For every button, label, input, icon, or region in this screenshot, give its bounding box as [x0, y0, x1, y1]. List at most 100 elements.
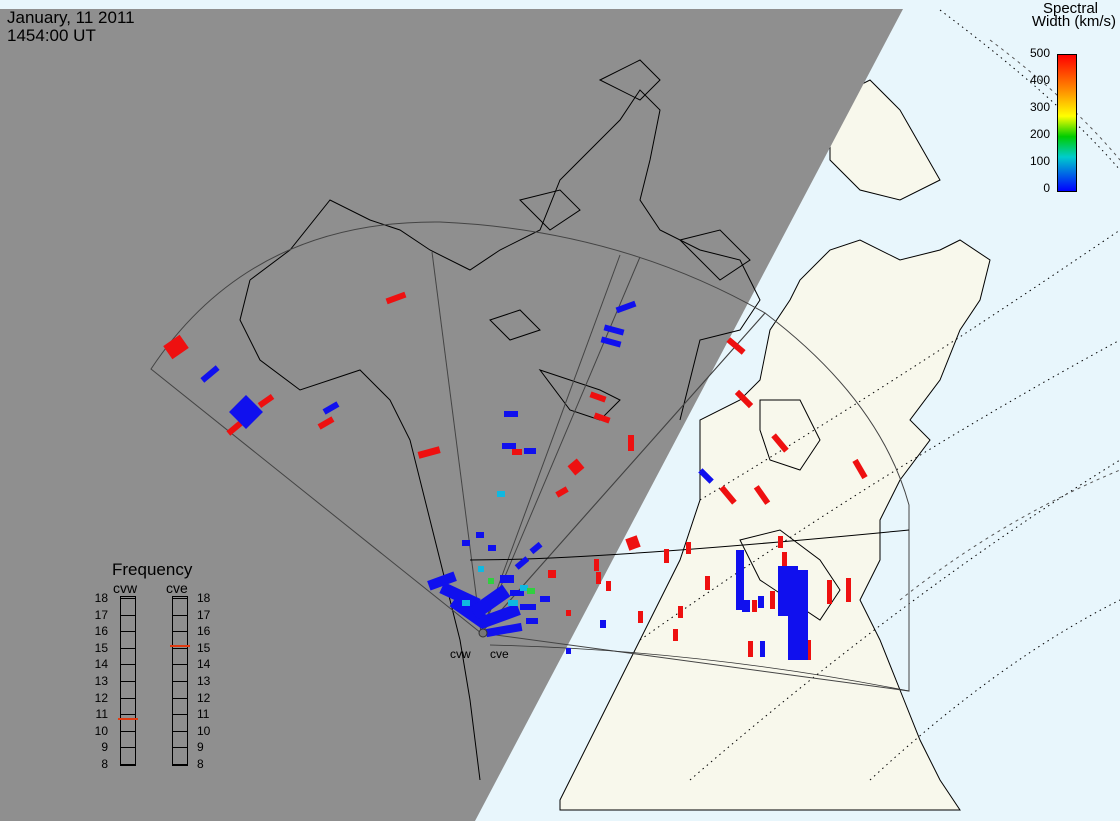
echo-cell [317, 416, 335, 430]
echo-cell [705, 576, 710, 590]
spectral-width-colorbar [1057, 54, 1077, 192]
ladder-rung [172, 631, 188, 633]
echo-cell [827, 580, 832, 604]
echo-cell [567, 458, 585, 476]
echo-cell [625, 535, 641, 551]
latitude-grid-day [899, 39, 1120, 601]
echo-cell [540, 596, 550, 602]
echo-cell [594, 559, 599, 571]
time-label: 1454:00 UT [7, 26, 96, 45]
echo-cell [500, 575, 514, 583]
echo-cell [771, 433, 789, 453]
map-radar-label-cvw: cvw [450, 647, 471, 661]
freq-scale-label-cve-17: 17 [197, 607, 211, 622]
echo-cell [439, 582, 481, 610]
freq-scale-label-cve-18: 18 [197, 591, 211, 605]
echo-cell [760, 641, 765, 657]
freq-scale-label-cve-14: 14 [197, 657, 211, 672]
echo-cell [524, 448, 536, 454]
echo-cell [846, 578, 851, 602]
freq-scale-label-cve-15: 15 [197, 640, 211, 655]
ladder-rung [120, 697, 136, 699]
echo-cell [606, 581, 611, 591]
echo-cell [527, 588, 535, 594]
map-radar-label-cve: cve [490, 647, 509, 661]
ladder-rung [120, 631, 136, 633]
freq-scale-label-cvw-15: 15 [94, 640, 108, 655]
echo-cell [427, 571, 457, 591]
echo-cell [736, 550, 744, 610]
ladder-rung [172, 747, 188, 749]
echo-cell [417, 446, 441, 459]
freq-scale-label-cvw-13: 13 [94, 674, 108, 688]
radar-fov [150, 221, 910, 692]
echo-cell [510, 590, 524, 596]
freq-scale-label-cvw-16: 16 [94, 624, 108, 639]
ladder-rung [120, 664, 136, 666]
echo-cell [593, 412, 611, 424]
radar-baseline [469, 529, 910, 561]
freq-scale-label-cvw-11: 11 [95, 707, 108, 722]
echo-cell [615, 300, 637, 314]
ladder-rung [120, 730, 136, 732]
echo-cell [673, 629, 678, 641]
echo-cluster-green [488, 578, 535, 594]
echo-cluster-cyan [462, 491, 528, 606]
colorbar-title-line1: Spectral [1042, 0, 1098, 17]
date-label: January, 11 2011 [7, 8, 135, 27]
echo-cell [385, 291, 407, 305]
echo-cell [782, 552, 787, 566]
ladder-rung [120, 614, 136, 616]
freq-scale-label-cvw-9: 9 [101, 740, 108, 755]
echo-cell [600, 336, 622, 348]
colorbar-tick-400: 400 [1029, 73, 1050, 87]
ladder-rung [120, 647, 136, 649]
ladder-rung [120, 714, 136, 716]
echo-cell [753, 485, 771, 505]
freq-scale-label-cve-9: 9 [197, 740, 204, 755]
freq-scale-label-cve-13: 13 [197, 674, 211, 688]
echo-cell [548, 570, 556, 578]
echo-cell [555, 486, 569, 498]
ladder-rung [172, 647, 188, 649]
echo-cell [770, 591, 775, 609]
echo-cell [449, 594, 491, 630]
ladder-rung [172, 614, 188, 616]
echo-cell [229, 395, 263, 429]
freq-scale-label-cve-12: 12 [197, 690, 211, 705]
echo-cell [488, 578, 494, 584]
colorbar-title-line2: Width (km/s) [1031, 13, 1116, 30]
freq-scale-label-cve-10: 10 [197, 723, 211, 738]
echo-cell [788, 570, 808, 660]
freq-scale-label-cvw-12: 12 [94, 690, 108, 705]
echo-cell [698, 468, 714, 484]
echo-cell [566, 610, 571, 616]
echo-cell [163, 334, 189, 360]
echo-cell [508, 600, 518, 606]
echo-cell [686, 542, 691, 554]
echo-cell [748, 641, 753, 657]
echo-cell [476, 532, 484, 538]
freq-radar-code-cve: cve [166, 580, 188, 596]
echo-cell [512, 449, 522, 455]
echo-cell [664, 549, 669, 563]
echo-cell [726, 337, 746, 355]
echo-cell [462, 540, 470, 546]
frequency-marker-cve [170, 645, 190, 648]
echo-cell [526, 618, 538, 624]
echo-cell [322, 401, 340, 415]
freq-radar-code-cvw: cvw [113, 580, 138, 596]
echo-cell [497, 491, 505, 497]
ladder-rung [172, 714, 188, 716]
echo-cell [566, 648, 571, 654]
ladder-rung [120, 764, 136, 765]
echo-cell [719, 485, 737, 505]
radar-baseline-2 [489, 644, 910, 692]
ladder-rung [172, 598, 188, 599]
echo-cell [678, 606, 683, 618]
colorbar-tick-100: 100 [1029, 154, 1050, 168]
ladder-rung [172, 697, 188, 699]
frequency-panel-title: Frequency [112, 560, 193, 579]
colorbar-tick-300: 300 [1029, 100, 1050, 114]
